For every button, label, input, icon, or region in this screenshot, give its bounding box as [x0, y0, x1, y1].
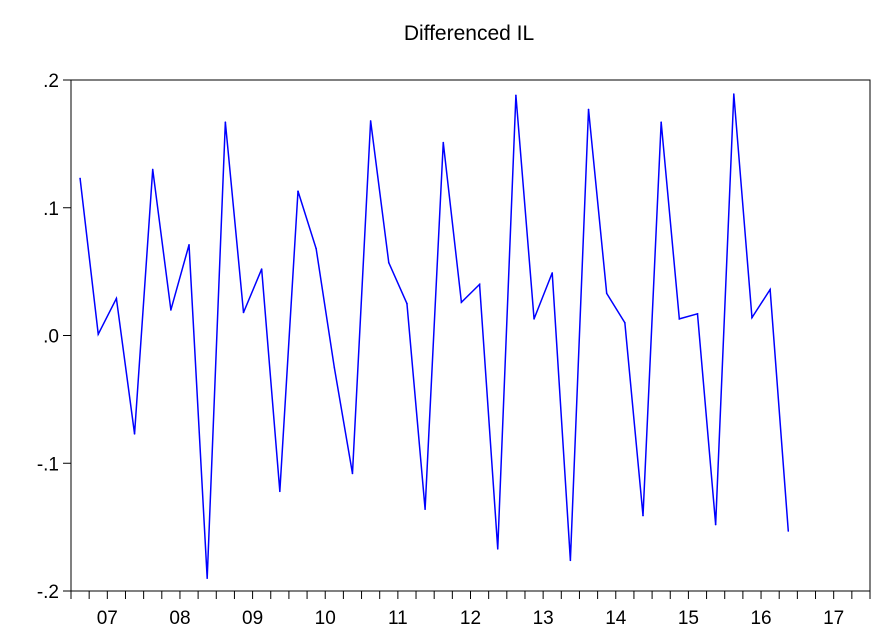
x-axis: 07 08 09 10 11 12 13 14 15 16 17	[70, 591, 871, 628]
y-axis: .2 .1 .0 -.1 -.2	[37, 71, 71, 603]
data-point	[733, 93, 735, 95]
data-point	[242, 311, 245, 314]
data-point	[260, 268, 263, 270]
data-point	[369, 120, 372, 122]
y-tick-label: .1	[43, 199, 59, 220]
series-line	[79, 93, 790, 579]
data-point	[605, 292, 608, 295]
data-point	[660, 121, 662, 123]
data-point	[115, 297, 118, 300]
x-tick-label: 11	[388, 608, 408, 628]
data-point	[787, 530, 790, 532]
data-point	[206, 577, 208, 580]
data-point	[333, 366, 336, 369]
data-point	[424, 508, 426, 511]
y-tick-label: -.1	[37, 454, 59, 475]
data-point	[297, 190, 299, 192]
x-tick-label: 09	[242, 608, 263, 628]
data-point	[79, 177, 81, 180]
x-tick-label: 14	[605, 608, 627, 628]
data-point	[188, 243, 190, 246]
data-point	[496, 548, 499, 550]
data-point	[515, 94, 517, 97]
data-point	[551, 272, 554, 274]
data-point	[624, 321, 626, 324]
x-tick-label: 07	[97, 608, 118, 628]
data-point	[133, 433, 136, 435]
y-tick-label: -.2	[37, 582, 59, 603]
data-point	[170, 309, 172, 311]
x-tick-label: 10	[315, 608, 336, 628]
data-point	[533, 318, 535, 320]
data-point	[569, 559, 572, 562]
y-tick-label: .0	[43, 327, 59, 348]
x-tick-label: 12	[460, 608, 481, 628]
data-point	[478, 283, 481, 286]
x-tick-label: 08	[169, 608, 190, 628]
plot-frame	[70, 79, 871, 592]
data-point	[714, 523, 717, 526]
data-point	[587, 108, 590, 111]
y-tick-label: .2	[43, 71, 59, 92]
data-point	[279, 490, 281, 493]
data-point	[224, 121, 227, 123]
data-point	[696, 312, 699, 315]
x-tick-label: 17	[823, 608, 844, 628]
x-tick-label: 16	[750, 608, 771, 628]
data-point	[642, 514, 644, 517]
data-point	[97, 333, 100, 336]
x-tick-label: 15	[678, 608, 699, 628]
x-tick-label: 13	[533, 608, 554, 628]
series-points	[79, 93, 790, 580]
data-point	[460, 301, 463, 304]
chart-title: Differenced IL	[404, 22, 534, 45]
data-point	[387, 261, 390, 264]
data-point	[351, 472, 354, 475]
data-point	[751, 316, 753, 319]
data-point	[678, 318, 681, 320]
data-point	[769, 288, 771, 291]
data-point	[151, 168, 154, 171]
data-point	[406, 302, 408, 305]
data-point	[315, 247, 317, 250]
data-point	[442, 141, 445, 144]
